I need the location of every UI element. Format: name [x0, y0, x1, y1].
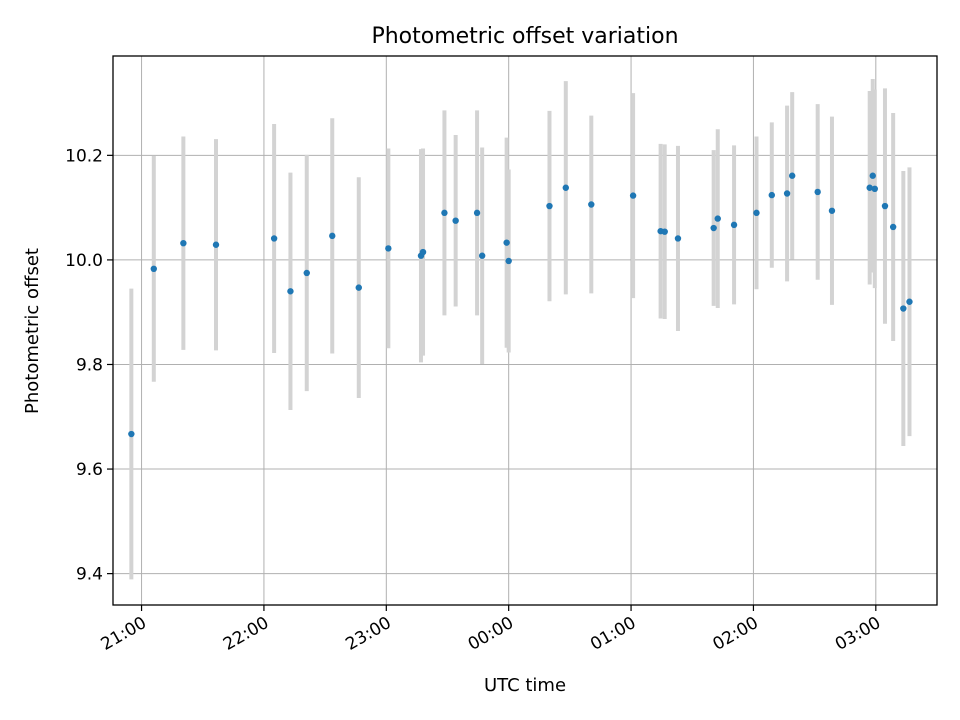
data-point — [788, 172, 796, 179]
data-point — [505, 257, 512, 265]
data-point — [869, 172, 876, 179]
data-point — [814, 188, 821, 196]
data-point — [546, 202, 553, 210]
data-point — [478, 252, 486, 259]
data-point — [629, 192, 637, 199]
data-point — [473, 209, 481, 217]
data-point — [270, 235, 278, 242]
y-tick-label: 10.2 — [65, 146, 103, 166]
data-point — [329, 232, 336, 240]
data-point — [212, 241, 220, 248]
data-point — [588, 201, 595, 208]
data-point — [753, 209, 760, 217]
data-point — [355, 284, 362, 291]
data-point — [889, 223, 897, 231]
data-point — [828, 207, 836, 214]
data-point — [881, 202, 889, 210]
grid-lines — [113, 56, 937, 605]
data-point — [714, 215, 721, 222]
x-axis-label: UTC time — [484, 675, 566, 696]
data-points — [128, 172, 913, 438]
data-point — [768, 191, 775, 199]
data-point — [562, 184, 569, 191]
y-tick-label: 9.8 — [76, 355, 103, 375]
plot-frame — [112, 55, 938, 606]
data-point — [452, 217, 459, 224]
y-axis-label: Photometric offset — [22, 248, 43, 414]
data-point — [674, 235, 682, 242]
y-tick-label: 9.6 — [76, 460, 103, 480]
data-point — [287, 288, 294, 295]
data-point — [871, 185, 878, 193]
data-point — [180, 239, 187, 247]
data-point — [385, 245, 392, 252]
data-point — [783, 190, 791, 197]
data-point — [503, 239, 510, 246]
data-point — [441, 209, 448, 217]
data-point — [900, 305, 907, 312]
data-point — [661, 228, 668, 235]
chart-title: Photometric offset variation — [371, 24, 678, 49]
data-point — [150, 265, 157, 273]
y-tick-label: 10.0 — [65, 251, 103, 271]
y-tick-label: 9.4 — [76, 565, 103, 585]
data-point — [303, 269, 310, 277]
data-point — [866, 184, 873, 191]
data-point — [419, 248, 427, 256]
data-point — [710, 224, 717, 232]
data-point — [906, 298, 913, 305]
data-point — [128, 430, 135, 438]
data-point — [730, 221, 738, 229]
